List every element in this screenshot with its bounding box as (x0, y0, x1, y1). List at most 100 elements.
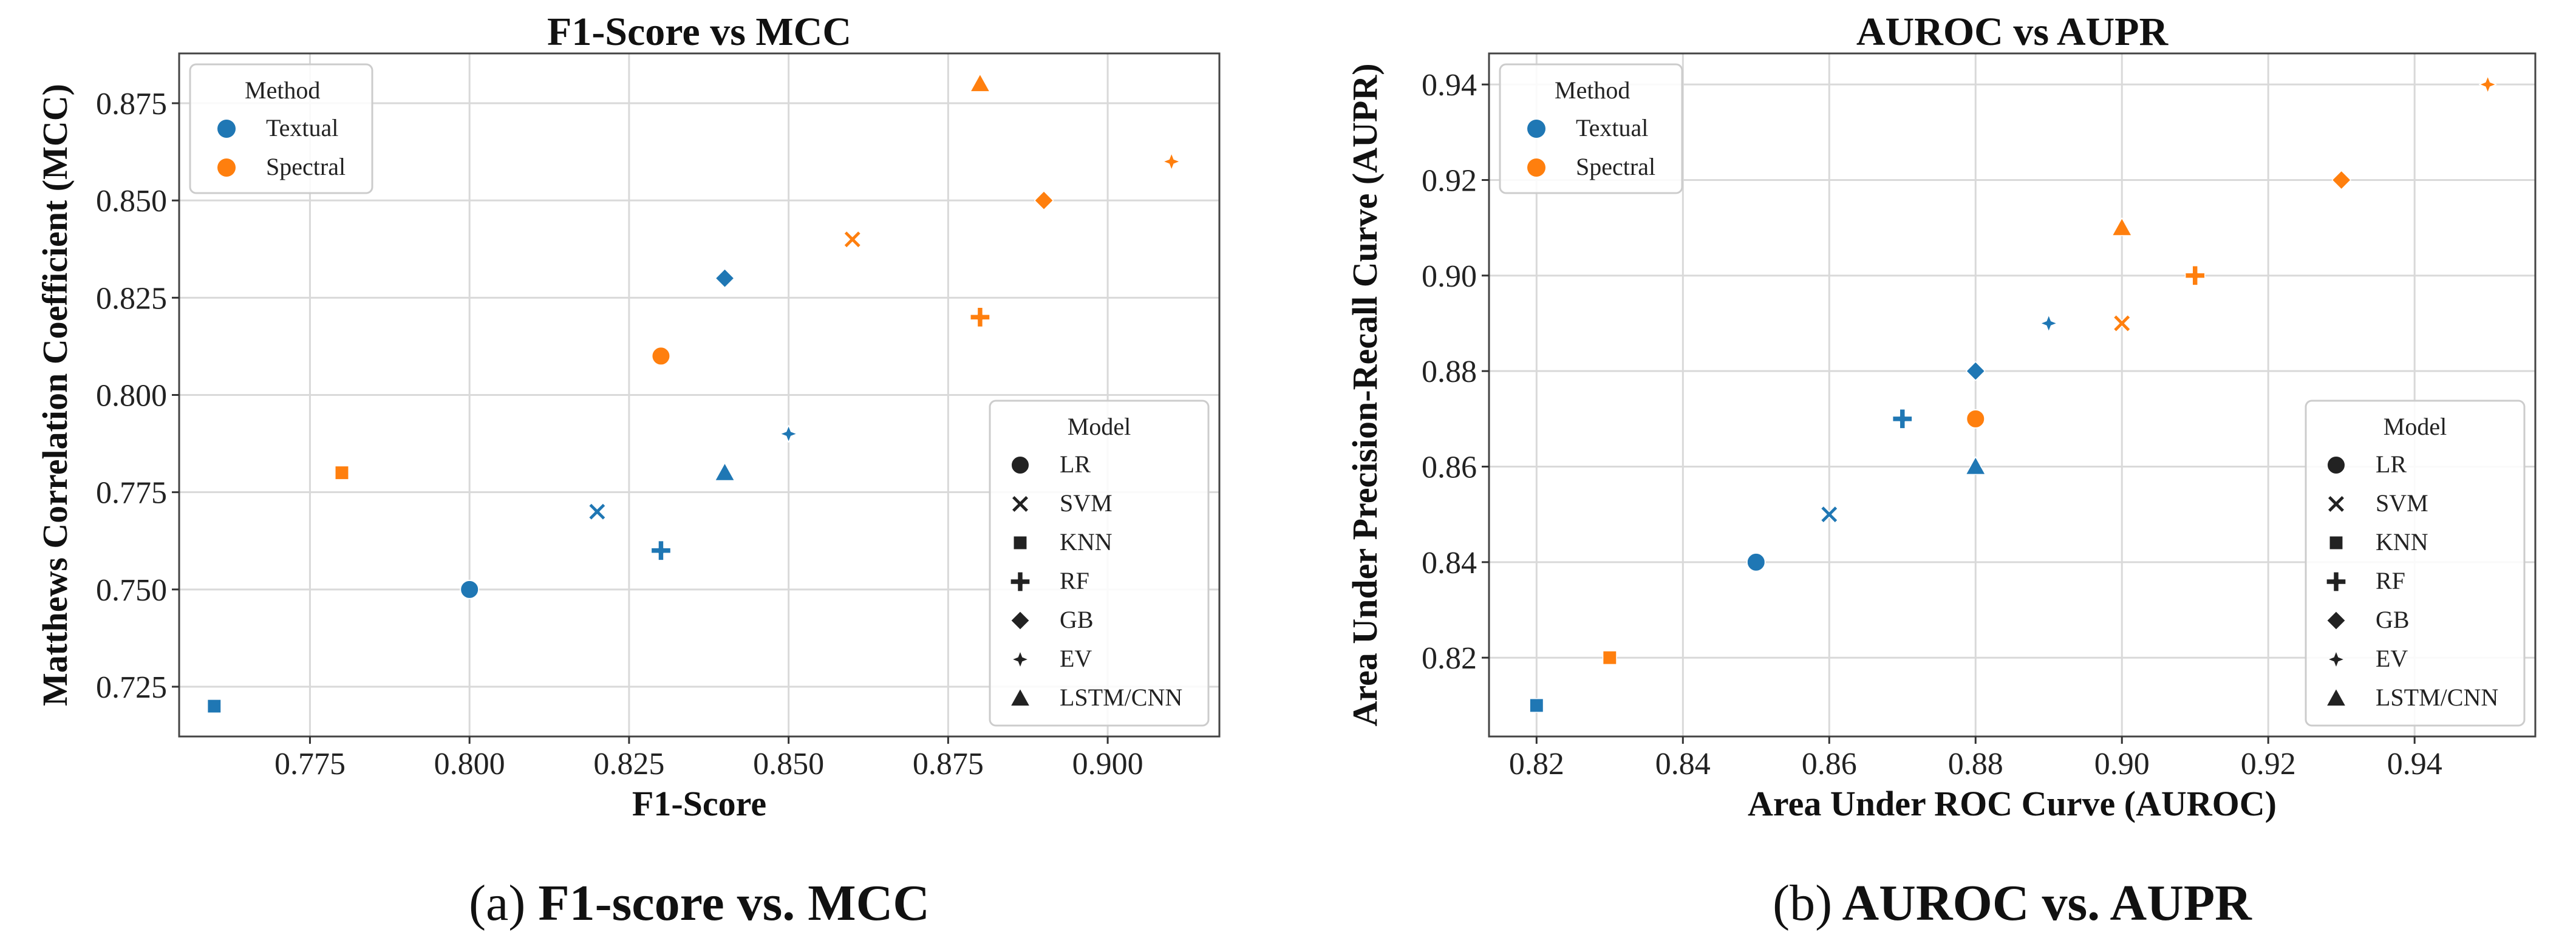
point-spectral-rf (970, 307, 990, 328)
legend-marker-svm (2327, 495, 2345, 513)
x-axis-label: Area Under ROC Curve (AUROC) (1748, 784, 2277, 823)
legend-title: Model (1068, 413, 1131, 440)
plot-frame (1488, 52, 2537, 738)
legend-label-gb: GB (1060, 606, 1094, 633)
y-tick-label: 0.825 (96, 281, 167, 316)
y-tick-label: 0.86 (1422, 451, 1477, 485)
legend-label-textual: Textual (266, 114, 338, 141)
legend-label-spectral: Spectral (266, 153, 346, 180)
y-tick-label: 0.775 (96, 476, 167, 511)
point-textual-knn (1529, 698, 1544, 713)
point-textual-lr (460, 579, 480, 599)
legend-label-svm: SVM (1060, 489, 1113, 517)
x-tick-label: 0.92 (2241, 747, 2296, 781)
legend-title: Method (1555, 77, 1630, 104)
legend-label-lstm-cnn: LSTM/CNN (1060, 684, 1182, 711)
legend-label-lr: LR (1060, 451, 1091, 478)
legend-title: Method (245, 77, 320, 104)
y-axis-label: Matthews Correlation Coefficient (MCC) (35, 84, 75, 706)
x-tick-label: 0.875 (913, 747, 984, 781)
legend-title: Model (2383, 413, 2447, 440)
point-spectral-gb (2331, 170, 2351, 190)
chart-panel-1: 0.775 0.800 0.825 0.850 0.875 0.900 0.725 0.750… (35, 10, 1221, 931)
legend-label-spectral: Spectral (1576, 153, 1655, 180)
point-spectral-knn (1602, 650, 1617, 665)
legend-label-ev: EV (2376, 645, 2408, 672)
x-axis-label: F1-Score (632, 784, 766, 823)
legend-marker-lstm-cnn (2326, 688, 2346, 707)
legend-box (989, 400, 1210, 727)
x-tick-label: 0.88 (1948, 747, 2003, 781)
point-spectral-lr (651, 346, 671, 366)
caption-text: F1-score vs. MCC (525, 875, 930, 931)
legend-marker-gb (2326, 610, 2346, 631)
point-textual-rf (650, 540, 672, 561)
y-tick-label: 0.800 (96, 379, 167, 413)
legend-marker-spectral (217, 158, 236, 177)
legend-label-knn: KNN (1060, 528, 1113, 556)
grid (179, 53, 1219, 736)
x-tick-label: 0.86 (1802, 747, 1857, 781)
point-spectral-lstm-cnn (2111, 217, 2133, 236)
legend-label-rf: RF (2376, 567, 2405, 594)
legend-box (189, 63, 373, 194)
legend-marker-textual (1527, 120, 1545, 138)
chart-panel-2: 0.82 0.84 0.86 0.88 0.90 0.92 0.94 0.82 0.84 0.86… (1345, 10, 2537, 931)
point-spectral-ev (2478, 75, 2497, 94)
x-tick-label: 0.94 (2387, 747, 2442, 781)
chart-title: AUROC vs AUPR (1856, 10, 2169, 54)
caption-letter: (b) (1773, 875, 1832, 931)
x-tick-label: 0.90 (2094, 747, 2150, 781)
point-textual-ev (779, 424, 798, 443)
point-textual-knn (206, 699, 222, 713)
point-textual-lstm-cnn (714, 462, 735, 481)
y-tick-label: 0.750 (96, 573, 167, 608)
legend-label-knn: KNN (2376, 528, 2428, 556)
x-tick-label: 0.82 (1509, 747, 1564, 781)
y-tick-label: 0.90 (1422, 259, 1477, 294)
legend-label-svm: SVM (2376, 489, 2428, 517)
x-tick-label: 0.850 (753, 747, 824, 781)
point-textual-svm (1820, 505, 1839, 523)
y-tick-label: 0.88 (1422, 355, 1477, 389)
point-textual-gb (715, 268, 735, 288)
x-tick-label: 0.775 (274, 747, 346, 781)
legend-label-ev: EV (1060, 645, 1092, 672)
x-tick-label: 0.900 (1072, 747, 1143, 781)
point-spectral-rf (2184, 265, 2206, 286)
legend-label-gb: GB (2376, 606, 2410, 633)
data-points (1529, 75, 2497, 713)
caption-letter: (a) (469, 875, 525, 931)
legend-method: Method Textual Spectral (1499, 63, 1683, 194)
legend-model: Model LR SVM KNN RF GB EV LSTM/CNN (989, 400, 1210, 727)
legend-marker-spectral (1527, 158, 1545, 177)
y-tick-label: 0.725 (96, 670, 167, 705)
legend-box (2305, 400, 2526, 727)
y-tick-label: 0.82 (1422, 641, 1477, 676)
point-textual-lstm-cnn (1965, 456, 1986, 475)
panel-caption: (a) F1-score vs. MCC (469, 875, 930, 931)
point-spectral-knn (335, 465, 349, 480)
legend-marker-lr (2326, 455, 2346, 475)
y-tick-label: 0.92 (1422, 163, 1477, 198)
legend-marker-knn (1013, 536, 1027, 550)
legend-marker-rf (1010, 571, 1031, 592)
legend-marker-textual (217, 120, 236, 138)
y-tick-label: 0.94 (1422, 68, 1477, 103)
legend-label-lstm-cnn: LSTM/CNN (2376, 684, 2498, 711)
point-spectral-svm (843, 230, 862, 248)
point-spectral-ev (1162, 152, 1181, 171)
legend-label-rf: RF (1060, 567, 1089, 594)
legend-label-lr: LR (2376, 451, 2407, 478)
chart-title: F1-Score vs MCC (547, 10, 851, 54)
legend-marker-lstm-cnn (1010, 688, 1031, 707)
panel-caption: (b) AUROC vs. AUPR (1773, 875, 2252, 931)
legend-method: Method Textual Spectral (189, 63, 373, 194)
point-spectral-gb (1034, 191, 1054, 211)
y-tick-label: 0.875 (96, 87, 167, 121)
point-textual-svm (588, 502, 607, 521)
point-spectral-lr (1966, 409, 1986, 429)
x-tick-label: 0.800 (434, 747, 505, 781)
x-tick-label: 0.84 (1655, 747, 1711, 781)
